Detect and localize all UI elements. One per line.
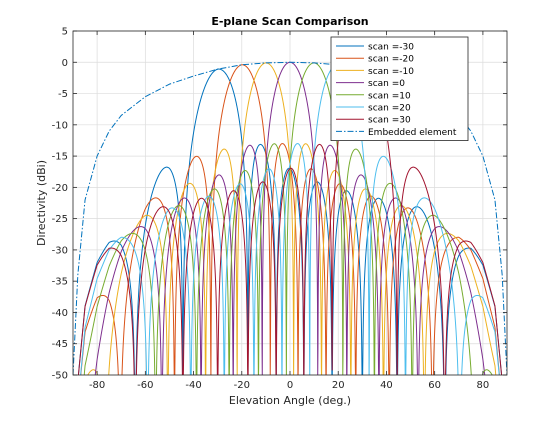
legend-entry: scan =10 bbox=[368, 91, 411, 101]
y-tick-label: -40 bbox=[52, 308, 68, 319]
y-tick-label: -50 bbox=[52, 371, 68, 382]
x-tick-label: -20 bbox=[234, 380, 250, 391]
y-tick-label: -30 bbox=[52, 245, 68, 256]
legend-entry: scan =-20 bbox=[368, 55, 414, 65]
legend-entry: scan =0 bbox=[368, 79, 405, 89]
x-tick-label: 60 bbox=[428, 380, 441, 391]
x-tick-label: -60 bbox=[137, 380, 153, 391]
y-tick-label: 5 bbox=[62, 27, 68, 38]
x-tick-label: 80 bbox=[477, 380, 490, 391]
y-tick-label: -10 bbox=[52, 120, 68, 131]
x-tick-label: 0 bbox=[287, 380, 293, 391]
series-layer bbox=[73, 61, 507, 375]
y-axis-label: Directivity (dBi) bbox=[35, 160, 48, 246]
series-line-scan-30 bbox=[77, 68, 503, 375]
legend-entry: scan =-10 bbox=[368, 67, 414, 77]
legend-entry: scan =-30 bbox=[368, 43, 414, 53]
x-tick-label: 20 bbox=[332, 380, 345, 391]
legend: scan =-30 scan =-20 scan =-10 scan =0 scan =… bbox=[330, 36, 469, 141]
ticks: -80 -60 -40 -20 0 20 40 60 80 5 0 -5 -10 -15 -20 -25 -30… bbox=[52, 27, 507, 391]
y-tick-label: -35 bbox=[52, 277, 68, 288]
y-tick-label: -5 bbox=[58, 89, 68, 100]
y-tick-label: -25 bbox=[52, 214, 68, 225]
x-tick-label: 40 bbox=[380, 380, 393, 391]
series-line-embedded-element bbox=[73, 61, 507, 375]
y-tick-label: -20 bbox=[52, 183, 68, 194]
x-tick-label: -40 bbox=[185, 380, 201, 391]
x-tick-label: -80 bbox=[89, 380, 105, 391]
chart-title: E-plane Scan Comparison bbox=[211, 15, 368, 28]
y-tick-label: -15 bbox=[52, 152, 68, 163]
legend-entry: scan =30 bbox=[368, 116, 411, 126]
series-line-scan-20 bbox=[80, 64, 500, 375]
legend-entry: scan =20 bbox=[368, 104, 411, 114]
y-tick-label: 0 bbox=[62, 58, 68, 69]
legend-box bbox=[330, 36, 469, 141]
legend-entry: Embedded element bbox=[368, 128, 457, 138]
y-tick-label: -45 bbox=[52, 339, 68, 350]
x-axis-label: Elevation Angle (deg.) bbox=[229, 394, 351, 407]
